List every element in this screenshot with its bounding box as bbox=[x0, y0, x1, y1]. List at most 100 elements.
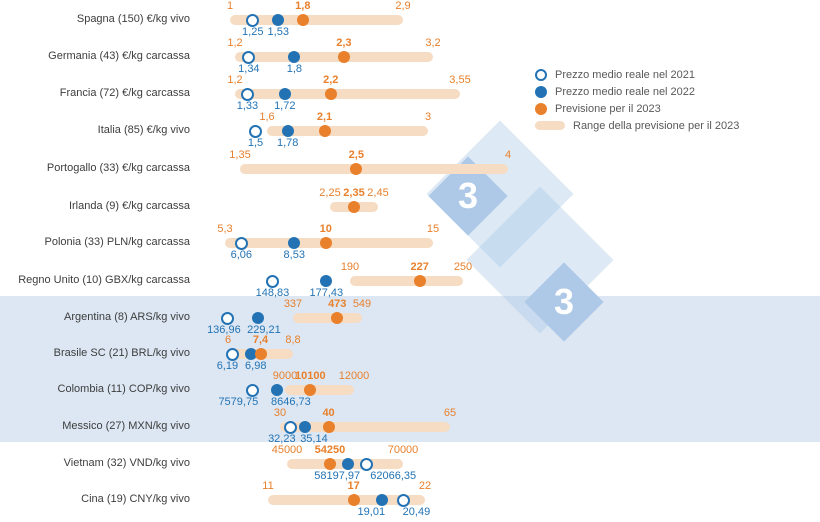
forecast-2023-marker bbox=[348, 201, 360, 213]
forecast-2023-value: 2,35 bbox=[343, 187, 365, 199]
forecast-2023-value: 2,1 bbox=[316, 111, 333, 123]
range-max-label: 70000 bbox=[387, 444, 419, 456]
forecast-range-bar bbox=[230, 15, 403, 25]
range-max-label: 2,9 bbox=[395, 0, 411, 12]
price-2021-value: 1,33 bbox=[236, 100, 259, 112]
price-2021-marker bbox=[396, 493, 410, 507]
legend: Prezzo medio reale nel 2021 Prezzo medio… bbox=[535, 66, 739, 134]
price-2021-marker bbox=[221, 311, 235, 325]
range-max-label: 4 bbox=[504, 149, 512, 161]
latam-highlight-band bbox=[0, 296, 820, 442]
range-min-label: 1,35 bbox=[229, 149, 251, 161]
range-max-label: 8,8 bbox=[285, 334, 301, 346]
forecast-2023-marker bbox=[304, 384, 317, 396]
range-max-label: 549 bbox=[352, 298, 372, 310]
forecast-2023-value: 40 bbox=[322, 407, 335, 419]
legend-label-2023: Previsione per il 2023 bbox=[555, 102, 661, 115]
price-2022-value: 1,78 bbox=[276, 137, 299, 149]
price-2022-value: 177,43 bbox=[309, 287, 344, 299]
price-2022-value: 1,72 bbox=[274, 100, 296, 112]
open-circle-icon bbox=[535, 68, 547, 81]
country-label: Argentina (8) ARS/kg vivo bbox=[64, 311, 190, 323]
forecast-2023-marker bbox=[318, 125, 331, 137]
range-max-label: 3,2 bbox=[425, 37, 441, 49]
forecast-2023-marker bbox=[296, 14, 309, 26]
forecast-range-bar bbox=[267, 126, 428, 136]
country-label: Irlanda (9) €/kg carcassa bbox=[68, 200, 190, 212]
price-2022-marker bbox=[288, 51, 301, 63]
range-max-label: 3 bbox=[424, 111, 432, 123]
price-2021-marker bbox=[242, 50, 256, 64]
legend-label-2022: Prezzo medio reale nel 2022 bbox=[555, 85, 696, 98]
price-2021-value: 7579,75 bbox=[218, 396, 259, 408]
forecast-2023-marker bbox=[347, 494, 360, 506]
range-min-label: 1 bbox=[226, 0, 234, 12]
price-2021-value: 32,23 bbox=[268, 433, 296, 445]
price-2022-marker bbox=[281, 125, 294, 137]
forecast-2023-marker bbox=[323, 458, 336, 470]
forecast-2023-marker bbox=[413, 275, 426, 287]
legend-label-range: Range della previsione per il 2023 bbox=[573, 119, 740, 132]
price-2022-value: 1,53 bbox=[267, 26, 289, 38]
range-min-label: 2,25 bbox=[319, 187, 341, 199]
legend-item-2023: Previsione per il 2023 bbox=[535, 100, 739, 117]
forecast-range-bar bbox=[350, 276, 463, 286]
forecast-range-bar bbox=[240, 164, 508, 174]
price-2021-value: 6,06 bbox=[230, 249, 252, 261]
country-label: Brasile SC (21) BRL/kg vivo bbox=[53, 347, 190, 359]
forecast-2023-value: 1,8 bbox=[295, 0, 311, 12]
country-label: Messico (27) MXN/kg vivo bbox=[62, 420, 190, 432]
legend-item-2021: Prezzo medio reale nel 2021 bbox=[535, 66, 739, 83]
forecast-2023-value: 7,4 bbox=[252, 334, 269, 346]
forecast-2023-value: 2,5 bbox=[348, 149, 364, 161]
range-max-label: 2,45 bbox=[367, 187, 389, 199]
price-2021-value: 148,83 bbox=[255, 287, 290, 299]
price-2022-marker bbox=[272, 14, 285, 26]
watermark-3-glyph: 3 bbox=[457, 175, 479, 216]
range-max-label: 65 bbox=[443, 407, 457, 419]
range-min-label: 30 bbox=[273, 407, 287, 419]
range-min-label: 1,2 bbox=[227, 74, 243, 86]
price-2021-value: 62066,35 bbox=[370, 470, 417, 482]
price-2021-value: 20,49 bbox=[402, 506, 431, 518]
price-2022-value: 1,8 bbox=[286, 63, 303, 75]
price-2022-value: 35,14 bbox=[300, 433, 328, 445]
range-max-label: 12000 bbox=[338, 370, 370, 382]
price-2021-value: 1,34 bbox=[238, 63, 260, 75]
range-min-label: 190 bbox=[340, 261, 360, 273]
range-min-label: 6 bbox=[224, 334, 232, 346]
price-2022-value: 8,53 bbox=[283, 249, 305, 261]
price-2022-value: 19,01 bbox=[357, 506, 386, 518]
price-2022-marker bbox=[244, 348, 257, 360]
price-2022-marker bbox=[270, 384, 283, 396]
price-2022-marker bbox=[342, 458, 355, 470]
range-min-label: 9000 bbox=[272, 370, 298, 382]
price-2022-value: 58197,97 bbox=[314, 470, 361, 482]
country-label: Portogallo (33) €/kg carcassa bbox=[46, 162, 190, 174]
price-2022-marker bbox=[298, 421, 311, 433]
watermark-diamond bbox=[426, 120, 574, 268]
price-2022-value: 6,98 bbox=[245, 360, 267, 372]
forecast-2023-value: 17 bbox=[347, 480, 360, 492]
price-2022-value: 229,21 bbox=[247, 324, 281, 336]
price-2022-value: 8646,73 bbox=[270, 396, 311, 408]
price-2021-marker bbox=[245, 383, 259, 397]
country-label: Cina (19) CNY/kg vivo bbox=[81, 493, 190, 505]
price-2022-marker bbox=[251, 312, 264, 324]
forecast-2023-value: 54250 bbox=[314, 444, 346, 456]
price-2022-marker bbox=[376, 494, 389, 506]
country-label: Germania (43) €/kg carcassa bbox=[48, 50, 190, 62]
price-2021-value: 1,25 bbox=[242, 26, 264, 38]
range-min-label: 11 bbox=[262, 480, 274, 492]
price-2021-marker bbox=[225, 347, 239, 361]
forecast-2023-marker bbox=[322, 421, 335, 433]
legend-item-range: Range della previsione per il 2023 bbox=[535, 117, 739, 134]
forecast-2023-value: 473 bbox=[328, 298, 347, 310]
forecast-2023-marker bbox=[319, 237, 332, 249]
country-label: Italia (85) €/kg vivo bbox=[97, 124, 190, 136]
forecast-2023-value: 2,3 bbox=[336, 37, 352, 49]
forecast-range-bar bbox=[280, 422, 450, 432]
range-max-label: 15 bbox=[426, 223, 440, 235]
price-2021-marker bbox=[284, 420, 298, 434]
